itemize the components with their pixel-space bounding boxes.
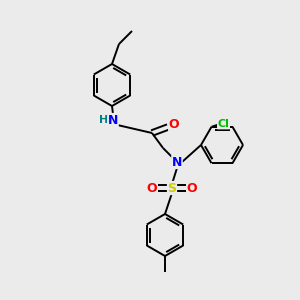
Text: O: O (187, 182, 197, 194)
Text: N: N (108, 113, 118, 127)
Text: N: N (172, 155, 182, 169)
Text: O: O (147, 182, 157, 194)
Text: O: O (169, 118, 179, 131)
Text: Cl: Cl (218, 119, 230, 129)
Text: H: H (99, 115, 109, 125)
Text: S: S (167, 182, 176, 194)
